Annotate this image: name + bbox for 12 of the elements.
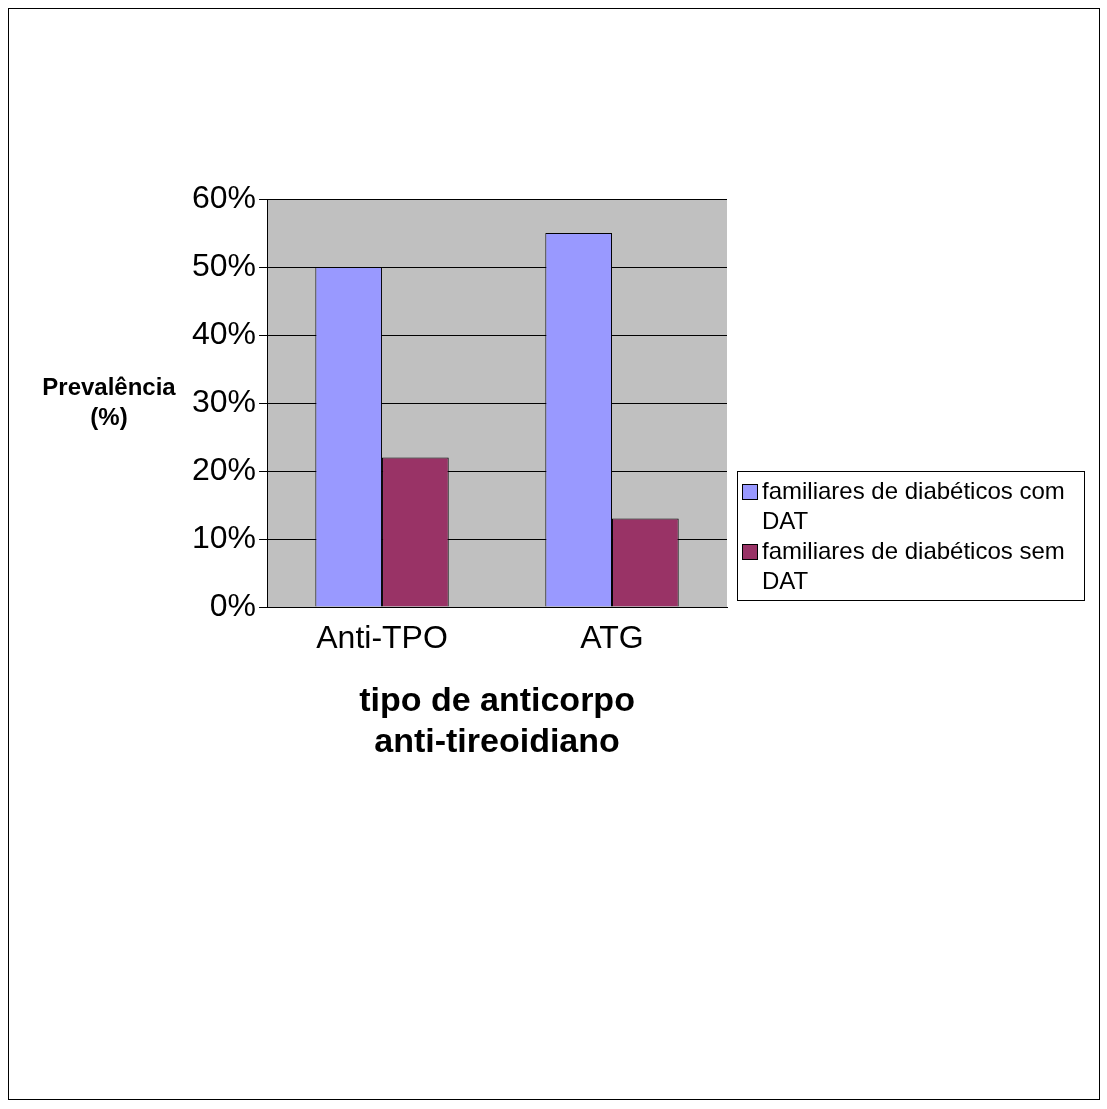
y-tick-label: 10% <box>192 518 257 555</box>
y-tick-label: 0% <box>209 586 257 623</box>
y-tick-label: 60% <box>192 178 257 215</box>
y-tick-label: 50% <box>192 246 257 283</box>
x-axis-title: tipo de anticorpo anti-tireoidiano <box>359 680 635 759</box>
y-tick-label: 40% <box>192 314 257 351</box>
y-axis-title: Prevalência (%) <box>42 372 177 430</box>
y-tick-label: 30% <box>192 382 257 419</box>
x-tick-label: Anti-TPO <box>316 619 448 656</box>
x-tick-label: ATG <box>580 619 644 656</box>
y-tick-label: 20% <box>192 450 257 487</box>
legend-label: familiares de diabéticos sem DAT <box>762 536 1066 596</box>
